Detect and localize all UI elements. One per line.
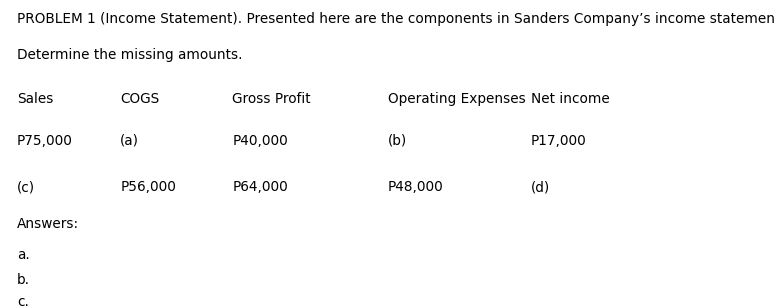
Text: c.: c. [17,295,29,308]
Text: (b): (b) [388,134,407,148]
Text: a.: a. [17,248,29,262]
Text: b.: b. [17,273,30,286]
Text: (c): (c) [17,180,35,194]
Text: P64,000: P64,000 [232,180,288,194]
Text: Operating Expenses: Operating Expenses [388,92,525,106]
Text: P17,000: P17,000 [531,134,587,148]
Text: P48,000: P48,000 [388,180,443,194]
Text: P75,000: P75,000 [17,134,73,148]
Text: P56,000: P56,000 [120,180,176,194]
Text: Gross Profit: Gross Profit [232,92,311,106]
Text: Sales: Sales [17,92,53,106]
Text: COGS: COGS [120,92,160,106]
Text: PROBLEM 1 (Income Statement). Presented here are the components in Sanders Compa: PROBLEM 1 (Income Statement). Presented … [17,12,775,26]
Text: Answers:: Answers: [17,217,79,231]
Text: Determine the missing amounts.: Determine the missing amounts. [17,48,243,62]
Text: Net income: Net income [531,92,610,106]
Text: (d): (d) [531,180,550,194]
Text: (a): (a) [120,134,140,148]
Text: P40,000: P40,000 [232,134,288,148]
